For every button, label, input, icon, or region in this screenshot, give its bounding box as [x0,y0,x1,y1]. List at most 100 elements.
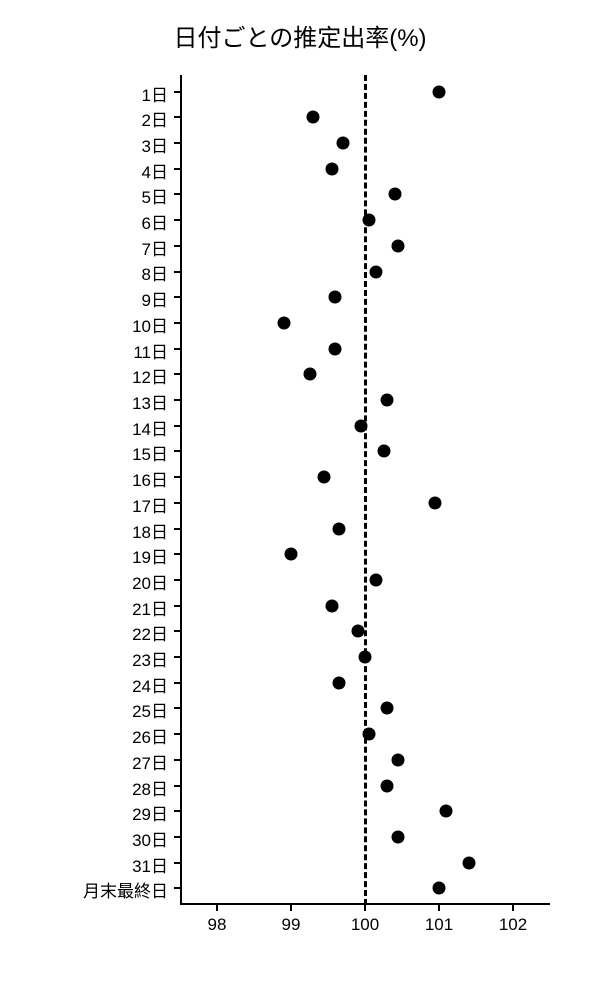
data-point [392,239,405,252]
y-tick [174,348,180,350]
y-tick [174,785,180,787]
x-tick [216,905,218,911]
data-point [303,368,316,381]
y-tick [174,245,180,247]
y-tick [174,91,180,93]
y-axis-label: 10日 [132,312,168,337]
data-point [329,342,342,355]
y-axis-label: 21日 [132,595,168,620]
plot-area: 1日2日3日4日5日6日7日8日9日10日11日12日13日14日15日16日1… [180,75,550,905]
y-axis-label: 18日 [132,518,168,543]
y-axis-label: 29日 [132,800,168,825]
y-axis-label: 25日 [132,697,168,722]
y-tick [174,733,180,735]
y-axis-label: 15日 [132,440,168,465]
y-axis-label: 月末最終日 [83,877,168,902]
y-tick [174,630,180,632]
data-point [370,573,383,586]
y-axis-label: 22日 [132,620,168,645]
y-axis-label: 1日 [142,81,168,106]
y-axis-label: 14日 [132,415,168,440]
chart-container: 日付ごとの推定出率(%) 1日2日3日4日5日6日7日8日9日10日11日12日… [0,0,600,1000]
data-point [325,599,338,612]
y-tick [174,142,180,144]
y-axis-label: 23日 [132,646,168,671]
y-tick [174,528,180,530]
y-tick [174,810,180,812]
data-point [318,471,331,484]
y-axis-label: 7日 [142,235,168,260]
y-tick [174,605,180,607]
y-tick [174,836,180,838]
data-point [285,548,298,561]
y-tick [174,116,180,118]
y-axis-label: 11日 [133,338,168,363]
chart-title: 日付ごとの推定出率(%) [0,18,600,53]
data-point [381,779,394,792]
x-tick [364,905,366,911]
data-point [429,496,442,509]
data-point [359,651,372,664]
x-tick [438,905,440,911]
x-axis-label: 102 [499,915,527,935]
y-tick [174,682,180,684]
data-point [381,702,394,715]
data-point [351,625,364,638]
y-axis-label: 28日 [132,775,168,800]
y-axis-label: 6日 [142,209,168,234]
data-point [377,445,390,458]
reference-line [364,75,367,905]
y-tick [174,887,180,889]
x-axis-label: 101 [425,915,453,935]
y-axis-label: 4日 [142,158,168,183]
y-axis [180,75,182,905]
y-tick [174,476,180,478]
x-tick [290,905,292,911]
data-point [381,394,394,407]
y-tick [174,425,180,427]
data-point [277,316,290,329]
y-tick [174,322,180,324]
y-axis-label: 8日 [142,260,168,285]
data-point [333,676,346,689]
y-tick [174,296,180,298]
data-point [440,805,453,818]
y-tick [174,193,180,195]
y-tick [174,707,180,709]
x-axis-label: 100 [351,915,379,935]
y-axis-label: 17日 [132,492,168,517]
data-point [392,753,405,766]
y-tick [174,450,180,452]
y-axis-label: 26日 [132,723,168,748]
y-axis-label: 19日 [132,543,168,568]
y-tick [174,271,180,273]
data-point [433,882,446,895]
y-tick [174,168,180,170]
y-axis-label: 3日 [142,132,168,157]
data-point [392,830,405,843]
y-tick [174,579,180,581]
y-tick [174,862,180,864]
y-tick [174,219,180,221]
x-axis-label: 99 [282,915,301,935]
y-axis-label: 30日 [132,826,168,851]
y-tick [174,553,180,555]
data-point [325,162,338,175]
data-point [362,728,375,741]
y-axis-label: 27日 [132,749,168,774]
y-axis-label: 5日 [142,183,168,208]
y-axis-label: 24日 [132,672,168,697]
data-point [355,419,368,432]
x-tick [512,905,514,911]
y-axis-label: 2日 [142,106,168,131]
data-point [307,111,320,124]
y-axis-label: 20日 [132,569,168,594]
data-point [370,265,383,278]
y-tick [174,399,180,401]
data-point [462,856,475,869]
y-axis-label: 9日 [142,286,168,311]
y-tick [174,759,180,761]
data-point [336,137,349,150]
y-axis-label: 13日 [132,389,168,414]
data-point [433,85,446,98]
